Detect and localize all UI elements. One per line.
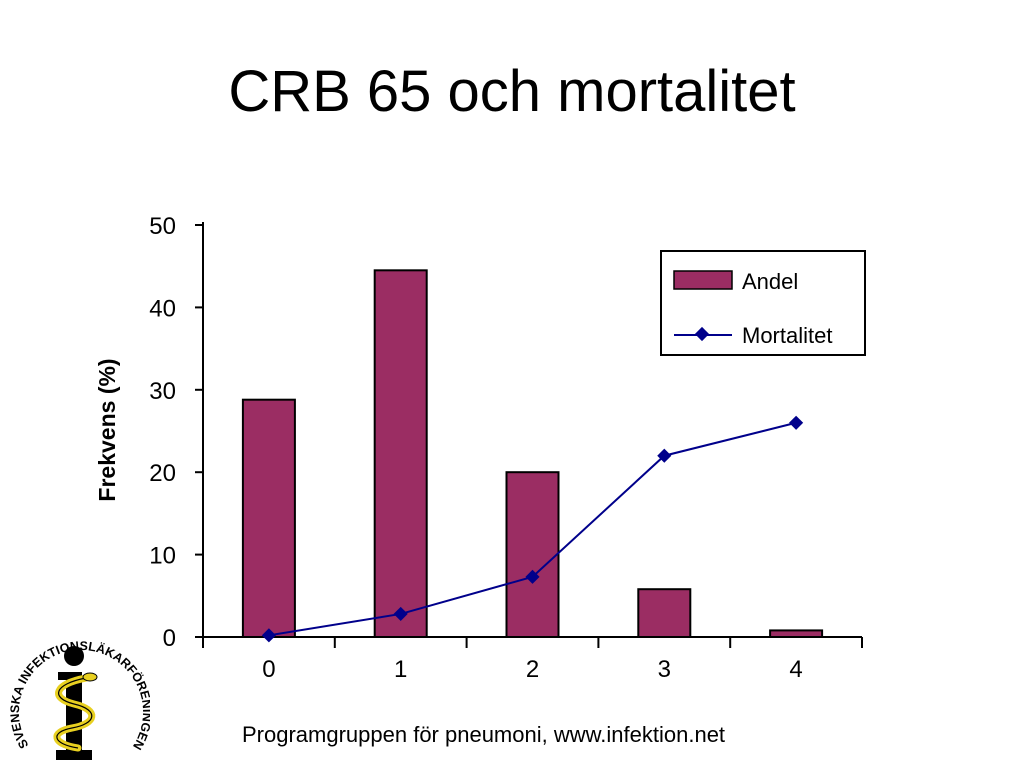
legend-label-andel: Andel xyxy=(742,269,798,294)
point-mortalitet xyxy=(657,448,672,463)
bar-andel xyxy=(241,398,296,638)
point-mortalitet xyxy=(261,628,276,643)
point-mortalitet xyxy=(525,569,540,584)
logo-dot xyxy=(64,646,84,666)
y-tick-label: 0 xyxy=(163,625,176,652)
y-tick-label: 30 xyxy=(149,378,176,405)
y-axis-label: Frekvens (%) xyxy=(94,358,120,501)
line-series xyxy=(261,415,804,643)
x-tick-label: 4 xyxy=(789,656,802,683)
association-logo: SVENSKA INFEKTIONSLÄKARFÖRENINGEN xyxy=(8,639,150,760)
y-tick-label: 50 xyxy=(149,213,176,240)
x-tick-label: 2 xyxy=(526,656,539,683)
point-mortalitet xyxy=(789,415,804,430)
legend-marker-mortalitet xyxy=(694,326,710,342)
point-mortalitet xyxy=(393,606,408,621)
footer-text: Programgruppen för pneumoni, www.infekti… xyxy=(242,722,726,747)
y-tick-label: 20 xyxy=(149,460,176,487)
y-tick-label: 40 xyxy=(149,295,176,322)
legend-swatch-andel xyxy=(673,270,733,290)
slide-title: CRB 65 och mortalitet xyxy=(228,59,796,124)
y-axis: 0 10 20 30 40 50 xyxy=(149,213,204,652)
logo-staff xyxy=(66,672,82,754)
bar-andel xyxy=(637,588,692,639)
x-tick-label: 0 xyxy=(262,656,275,683)
legend-label-mortalitet: Mortalitet xyxy=(742,323,832,348)
bar-andel xyxy=(373,269,428,638)
x-tick-label: 1 xyxy=(394,656,407,683)
x-axis: 0 1 2 3 4 xyxy=(202,636,863,683)
x-tick-label: 3 xyxy=(658,656,671,683)
legend: Andel Mortalitet xyxy=(660,250,866,356)
bar-andel xyxy=(769,629,824,639)
y-tick-label: 10 xyxy=(149,543,176,570)
bar-andel xyxy=(505,471,560,639)
bar-series xyxy=(241,269,824,639)
legend-box xyxy=(660,250,866,356)
